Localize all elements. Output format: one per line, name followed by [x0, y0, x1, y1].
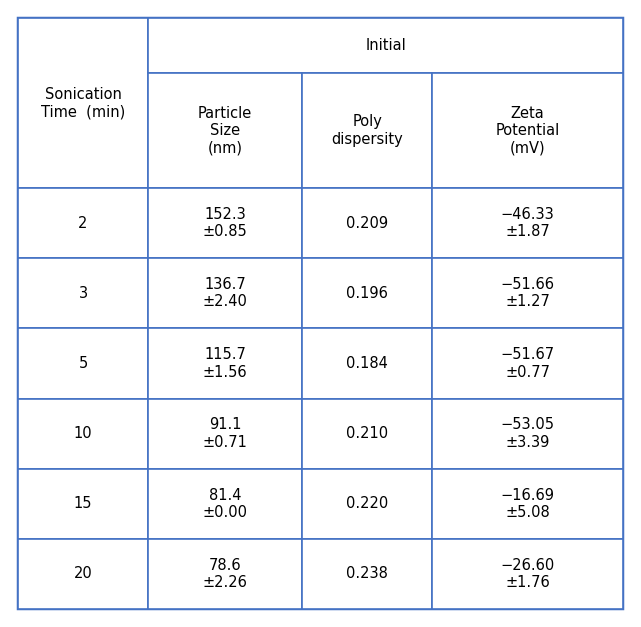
- Bar: [433, 468, 623, 539]
- Text: Particle
Size
(nm): Particle Size (nm): [198, 105, 253, 155]
- Bar: [433, 399, 623, 468]
- Text: 91.1
±0.71: 91.1 ±0.71: [203, 418, 247, 450]
- Text: 3: 3: [78, 286, 88, 301]
- Bar: [433, 258, 623, 329]
- Bar: [433, 329, 623, 399]
- Bar: [18, 468, 148, 539]
- Bar: [433, 188, 623, 258]
- Text: 136.7
±2.40: 136.7 ±2.40: [203, 277, 247, 310]
- Text: 0.196: 0.196: [346, 286, 388, 301]
- Text: 0.209: 0.209: [346, 216, 388, 231]
- Text: Initial: Initial: [365, 38, 406, 53]
- Bar: [148, 329, 303, 399]
- Text: 0.210: 0.210: [346, 426, 388, 441]
- Text: Sonication
Time  (min): Sonication Time (min): [41, 87, 125, 119]
- Bar: [148, 18, 623, 73]
- Bar: [148, 188, 303, 258]
- Bar: [148, 468, 303, 539]
- Text: 0.220: 0.220: [346, 496, 388, 511]
- Text: −53.05
±3.39: −53.05 ±3.39: [501, 418, 554, 450]
- Text: 0.184: 0.184: [346, 356, 388, 371]
- Bar: [303, 258, 433, 329]
- Bar: [303, 73, 433, 188]
- Bar: [18, 399, 148, 468]
- Bar: [303, 539, 433, 609]
- Bar: [433, 73, 623, 188]
- Text: 115.7
±1.56: 115.7 ±1.56: [203, 347, 247, 379]
- Bar: [303, 468, 433, 539]
- Text: Zeta
Potential
(mV): Zeta Potential (mV): [495, 105, 560, 155]
- Text: 15: 15: [74, 496, 92, 511]
- Text: −51.67
±0.77: −51.67 ±0.77: [501, 347, 554, 379]
- Bar: [148, 258, 303, 329]
- Text: 5: 5: [78, 356, 88, 371]
- Bar: [148, 539, 303, 609]
- Bar: [18, 329, 148, 399]
- Bar: [18, 188, 148, 258]
- Bar: [303, 188, 433, 258]
- Text: 78.6
±2.26: 78.6 ±2.26: [203, 558, 247, 590]
- Text: 152.3
±0.85: 152.3 ±0.85: [203, 207, 247, 240]
- Text: 10: 10: [74, 426, 92, 441]
- Bar: [18, 258, 148, 329]
- Text: −16.69
±5.08: −16.69 ±5.08: [501, 488, 554, 520]
- Text: −26.60
±1.76: −26.60 ±1.76: [501, 558, 555, 590]
- Bar: [303, 399, 433, 468]
- Text: −51.66
±1.27: −51.66 ±1.27: [501, 277, 554, 310]
- Bar: [148, 399, 303, 468]
- Bar: [148, 73, 303, 188]
- Bar: [18, 539, 148, 609]
- Text: 20: 20: [74, 566, 92, 581]
- Text: Poly
dispersity: Poly dispersity: [331, 114, 403, 147]
- Text: 2: 2: [78, 216, 88, 231]
- Bar: [18, 18, 148, 188]
- Text: 0.238: 0.238: [346, 566, 388, 581]
- Bar: [433, 539, 623, 609]
- Text: 81.4
±0.00: 81.4 ±0.00: [203, 488, 247, 520]
- Text: −46.33
±1.87: −46.33 ±1.87: [501, 207, 554, 240]
- Bar: [303, 329, 433, 399]
